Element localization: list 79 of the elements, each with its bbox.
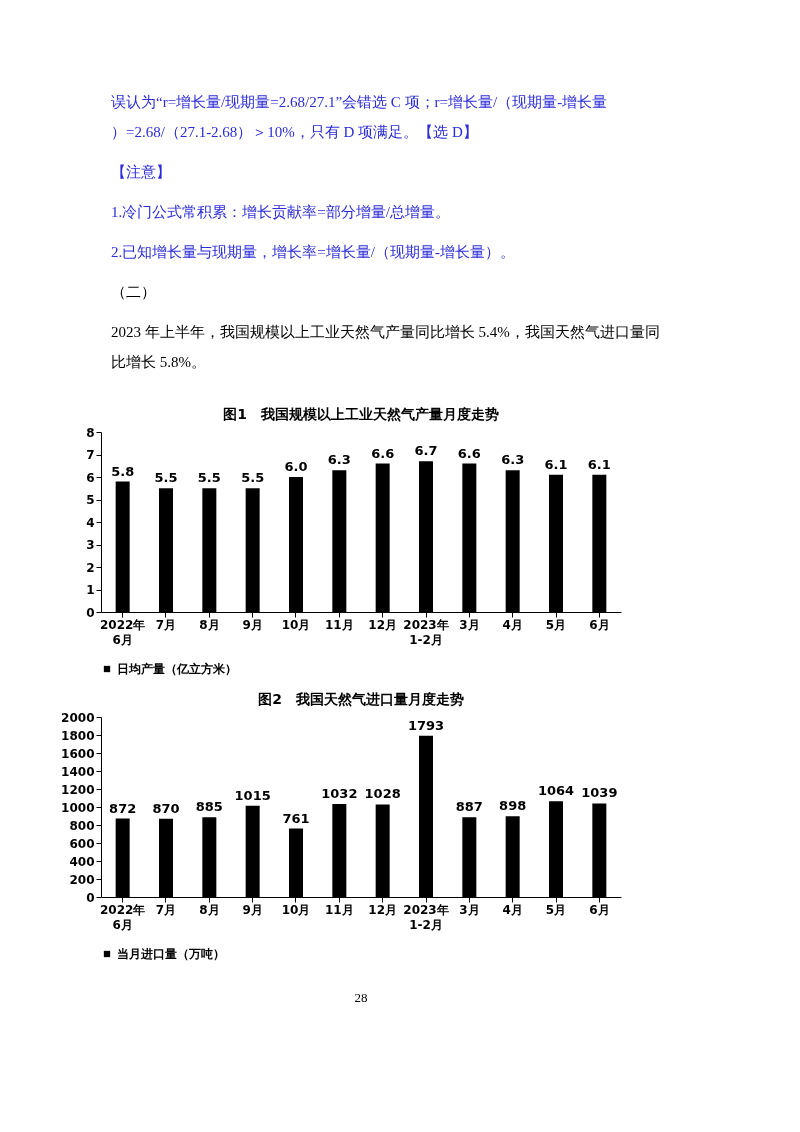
data-label: 887 bbox=[455, 799, 483, 815]
x-tick-label: 2023年 1-2月 bbox=[403, 617, 449, 647]
x-tick-label: 3月 bbox=[459, 617, 480, 632]
data-label: 761 bbox=[282, 810, 310, 826]
y-tick-label: 7 bbox=[86, 448, 95, 462]
y-tick-label: 1400 bbox=[61, 764, 95, 779]
x-tick-label: 4月 bbox=[502, 617, 523, 632]
data-label: 870 bbox=[152, 800, 180, 816]
text: 2.已知增长量与现期量，增长率=增长量/（现期量-增长量）。 bbox=[111, 244, 515, 260]
x-tick-label: 6月 bbox=[589, 902, 610, 917]
data-label: 1064 bbox=[537, 783, 575, 799]
x-tick-label: 10月 bbox=[281, 617, 311, 632]
y-tick-label: 600 bbox=[69, 836, 95, 851]
y-tick-label: 5 bbox=[86, 493, 95, 507]
x-tick-label: 11月 bbox=[324, 902, 354, 917]
data-label: 898 bbox=[499, 798, 527, 814]
x-tick-label: 7月 bbox=[155, 902, 177, 917]
data-label: 5.5 bbox=[197, 470, 221, 486]
y-tick-label: 400 bbox=[69, 854, 95, 869]
data-label: 1793 bbox=[407, 717, 445, 733]
chart-title: 图2 我国天然气进口量月度走势 bbox=[258, 691, 464, 707]
data-label: 5.5 bbox=[154, 470, 178, 486]
data-label: 6.0 bbox=[284, 459, 308, 474]
text: 【注意】 bbox=[111, 164, 171, 180]
y-tick-label: 4 bbox=[86, 515, 95, 530]
y-tick-label: 1800 bbox=[61, 728, 95, 743]
y-tick-label: 0 bbox=[86, 605, 95, 620]
data-label: 1015 bbox=[234, 787, 271, 803]
data-label: 6.3 bbox=[327, 452, 351, 468]
data-label: 6.1 bbox=[544, 456, 568, 472]
data-label: 1039 bbox=[581, 785, 618, 801]
x-tick-label: 2022年 6月 bbox=[99, 617, 146, 647]
x-tick-label: 9月 bbox=[242, 617, 263, 632]
data-label: 5.5 bbox=[241, 470, 265, 486]
legend-label: 当月进口量（万吨） bbox=[117, 947, 225, 961]
y-tick-label: 1600 bbox=[61, 746, 95, 761]
y-tick-label: 2000 bbox=[61, 710, 95, 725]
chart-title: 图1 我国规模以上工业天然气产量月度走势 bbox=[223, 406, 499, 422]
x-tick-label: 10月 bbox=[281, 902, 311, 917]
x-tick-label: 9月 bbox=[242, 902, 263, 917]
x-tick-label: 5月 bbox=[545, 902, 567, 917]
text: 2023 年上半年，我国规模以上工业天然气产量同比增长 5.4%，我国天然气进口量同比增长 5.8%。 bbox=[111, 324, 660, 370]
x-tick-label: 11月 bbox=[324, 617, 354, 632]
y-tick-label: 1200 bbox=[61, 782, 95, 797]
x-tick-label: 8月 bbox=[199, 902, 220, 917]
y-tick-label: 800 bbox=[69, 818, 95, 833]
data-label: 6.7 bbox=[414, 443, 438, 459]
data-label: 6.1 bbox=[587, 456, 611, 472]
y-tick-label: 1 bbox=[86, 583, 95, 597]
text: 1.冷门公式常积累：增长贡献率=部分增量/总增量。 bbox=[111, 204, 450, 220]
legend-label: 日均产量（亿立方米） bbox=[117, 662, 237, 676]
text: （二） bbox=[111, 284, 156, 300]
data-label: 1028 bbox=[364, 786, 401, 802]
x-tick-label: 5月 bbox=[545, 617, 567, 632]
y-tick-label: 3 bbox=[86, 538, 95, 552]
data-label: 5.8 bbox=[111, 463, 135, 479]
x-tick-label: 7月 bbox=[155, 617, 177, 632]
x-tick-label: 12月 bbox=[368, 902, 398, 917]
data-label: 6.3 bbox=[501, 452, 525, 468]
data-label: 1032 bbox=[321, 786, 358, 802]
y-tick-label: 8 bbox=[86, 425, 95, 440]
y-tick-label: 1000 bbox=[61, 800, 95, 815]
y-tick-label: 2 bbox=[86, 560, 95, 575]
y-tick-label: 200 bbox=[69, 872, 95, 887]
x-tick-label: 6月 bbox=[589, 617, 610, 632]
x-tick-label: 4月 bbox=[502, 902, 523, 917]
x-tick-label: 8月 bbox=[199, 617, 220, 632]
data-label: 885 bbox=[195, 799, 223, 815]
x-tick-label: 3月 bbox=[459, 902, 480, 917]
y-tick-label: 6 bbox=[86, 470, 95, 485]
text: 28 bbox=[354, 990, 368, 1005]
text: 误认为“r=增长量/现期量=2.68/27.1”会错选 C 项；r=增长量/（现期量-增长量）=2.68/（27.1-2.68）＞10%，只有 D 项满足。【选 D】 bbox=[111, 94, 608, 140]
x-tick-label: 12月 bbox=[368, 617, 398, 632]
data-label: 6.6 bbox=[371, 445, 395, 461]
data-label: 6.6 bbox=[457, 445, 481, 461]
y-tick-label: 0 bbox=[86, 890, 95, 905]
x-tick-label: 2022年 6月 bbox=[99, 902, 146, 932]
data-label: 872 bbox=[109, 800, 137, 816]
x-tick-label: 2023年 1-2月 bbox=[403, 902, 449, 932]
